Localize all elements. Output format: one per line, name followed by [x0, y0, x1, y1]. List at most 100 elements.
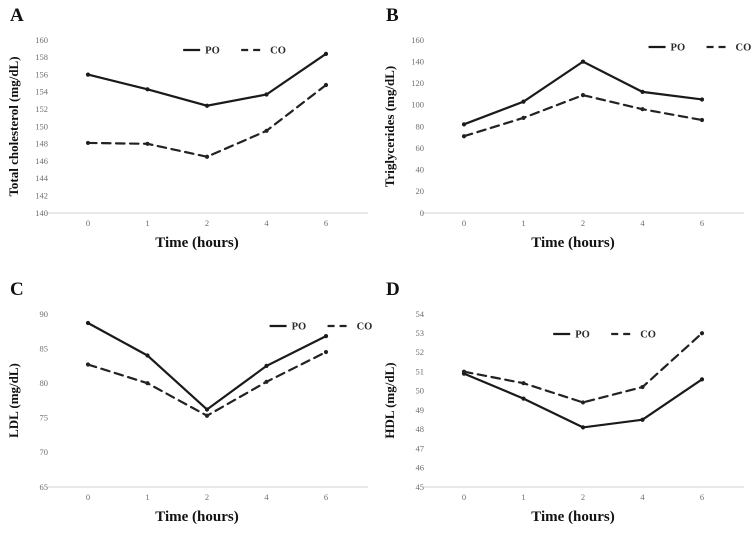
legend-label-co: CO [736, 43, 752, 54]
series-marker-PO [145, 87, 150, 92]
series-marker-PO [264, 363, 269, 368]
x-axis-title: Time (hours) [155, 235, 238, 251]
legend-label-po: PO [292, 322, 307, 333]
y-tick-label: 70 [40, 447, 49, 457]
panel-ldl: C 65 70 75 80 85 90 0 1 2 4 6 Time (hours) LDL (mg/d… [0, 274, 376, 547]
series-marker-PO [521, 99, 526, 104]
y-tick-label: 50 [416, 386, 425, 396]
x-tick-label: 4 [264, 218, 269, 228]
series-marker-PO [204, 103, 210, 108]
panel-label-a: A [10, 5, 24, 26]
series-line-PO [86, 321, 328, 411]
y-axis-title: LDL (mg/dL) [6, 363, 21, 438]
x-tick-label: 0 [462, 218, 466, 228]
x-tick-label: 1 [521, 492, 525, 502]
series-marker-CO [85, 362, 91, 367]
y-tick-label: 120 [411, 78, 424, 88]
legend-label-co: CO [640, 330, 656, 341]
panel-triglycerides: B 0 20 40 60 80 100 120 140 160 0 1 2 4 6 Time (hours)… [376, 0, 752, 274]
series-marker-CO [640, 107, 645, 112]
legend-label-po: PO [205, 46, 220, 57]
series-marker-CO [699, 331, 705, 336]
panel-label-c: C [10, 279, 24, 300]
series-marker-PO [204, 407, 210, 412]
series-marker-CO [264, 128, 269, 133]
y-tick-label: 75 [40, 413, 49, 423]
y-tick-label: 90 [40, 309, 49, 319]
y-tick-label: 52 [416, 347, 425, 357]
series-marker-CO [580, 400, 586, 405]
y-axis-title: Total cholesterol (mg/dL) [6, 56, 21, 196]
y-tick-label: 146 [35, 156, 48, 166]
y-tick-label: 49 [416, 405, 425, 415]
legend-label-po: PO [671, 43, 686, 54]
x-tick-label: 0 [86, 492, 90, 502]
x-tick-label: 4 [640, 492, 645, 502]
y-tick-label: 51 [416, 366, 425, 376]
x-tick-label: 4 [264, 492, 269, 502]
y-tick-label: 148 [35, 139, 48, 149]
y-tick-label: 80 [416, 121, 425, 131]
series-line-PO [86, 52, 328, 107]
y-tick-label: 140 [35, 208, 48, 218]
series-marker-PO [145, 353, 150, 358]
series-marker-PO [699, 377, 705, 382]
y-axis-title: HDL (mg/dL) [382, 362, 397, 438]
legend-label-po: PO [575, 330, 590, 341]
panel-label-b: B [386, 5, 399, 26]
panel-hdl: D 45 46 47 48 49 50 51 52 53 54 0 1 2 4 6 Time (hours) H… [376, 274, 752, 547]
chart-total-cholesterol: 140 142 144 146 148 150 152 154 156 158 160 0 1 2 4 6 Ti… [6, 35, 368, 251]
y-tick-label: 160 [411, 35, 424, 45]
series-marker-PO [264, 92, 269, 97]
y-tick-label: 144 [35, 173, 49, 183]
y-tick-label: 85 [40, 343, 49, 353]
series-marker-PO [640, 417, 645, 422]
panel-total-cholesterol: A 140 142 144 146 148 150 152 154 156 158 160 0 1 2 4 6… [0, 0, 376, 274]
series-line-PO [462, 60, 704, 126]
series-marker-PO [521, 396, 526, 401]
x-tick-label: 4 [640, 218, 645, 228]
y-tick-label: 142 [35, 191, 48, 201]
series-marker-CO [521, 115, 526, 120]
chart-triglycerides: 0 20 40 60 80 100 120 140 160 0 1 2 4 6 Time (hours) Tr… [382, 35, 752, 251]
y-tick-label: 53 [416, 328, 425, 338]
x-tick-label: 2 [581, 492, 585, 502]
series-line-CO [462, 93, 704, 138]
series-marker-CO [204, 413, 210, 418]
series-marker-CO [145, 141, 150, 146]
y-tick-label: 40 [416, 165, 425, 175]
x-axis-title: Time (hours) [531, 235, 614, 251]
series-marker-CO [699, 117, 705, 123]
series-marker-CO [204, 154, 210, 159]
series-marker-PO [323, 51, 329, 56]
y-tick-label: 47 [416, 443, 425, 453]
y-axis-title: Triglycerides (mg/dL) [382, 66, 397, 187]
y-tick-label: 48 [416, 424, 425, 434]
series-marker-CO [461, 134, 467, 139]
series-marker-CO [323, 349, 329, 355]
series-marker-PO [580, 425, 586, 430]
series-marker-PO [640, 89, 645, 94]
x-tick-label: 0 [462, 492, 466, 502]
x-tick-label: 2 [205, 492, 209, 502]
y-tick-label: 46 [416, 463, 425, 473]
x-tick-label: 6 [700, 492, 704, 502]
x-axis-title: Time (hours) [155, 509, 238, 525]
series-line-CO [86, 83, 328, 158]
series-line-CO [86, 350, 328, 417]
series-marker-CO [85, 140, 91, 146]
legend-label-co: CO [357, 322, 373, 333]
series-marker-PO [85, 320, 91, 326]
y-tick-label: 150 [35, 121, 48, 131]
x-tick-label: 6 [324, 218, 328, 228]
x-tick-label: 1 [521, 218, 525, 228]
x-tick-label: 2 [581, 218, 585, 228]
series-marker-PO [85, 72, 91, 77]
x-tick-label: 0 [86, 218, 90, 228]
y-tick-label: 160 [35, 35, 48, 45]
series-line-CO [462, 332, 704, 404]
x-tick-label: 6 [700, 218, 704, 228]
series-marker-CO [521, 381, 526, 386]
y-tick-label: 65 [40, 482, 49, 492]
